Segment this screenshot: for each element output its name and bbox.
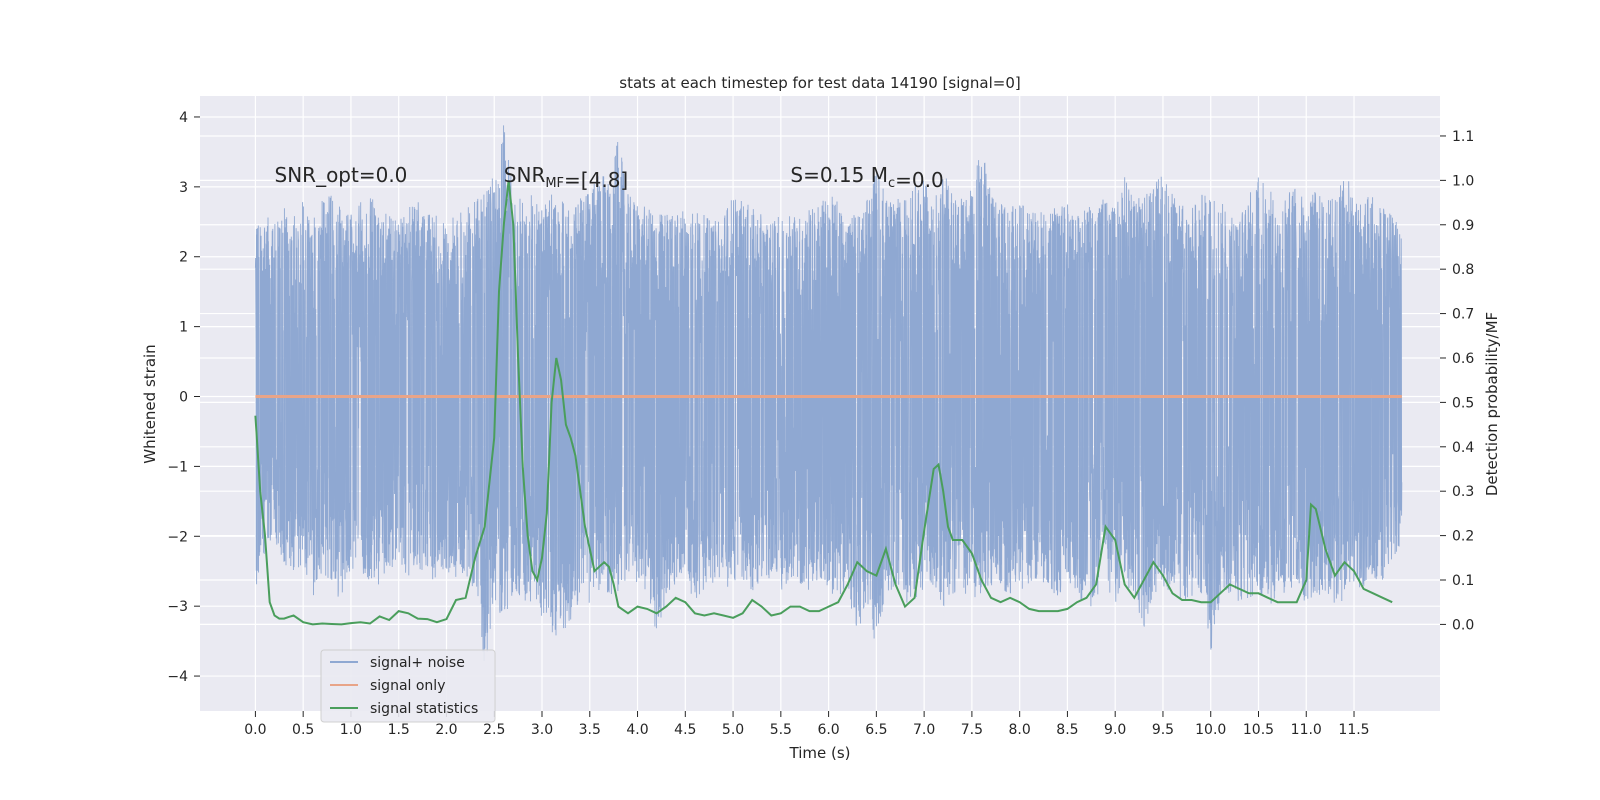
y-tick-label: −1 [167, 459, 188, 475]
left-axis: 4 3 2 1 0 −1 −2 −3 −4 [167, 110, 200, 685]
x-tick-label: 11.0 [1291, 722, 1322, 738]
legend-box [320, 649, 496, 723]
annotation-text: SNR_opt=0.0 [275, 163, 408, 187]
annotation-part: S=0.15 M [790, 163, 888, 187]
x-tick-label: 4.5 [674, 722, 696, 738]
y-tick-label: −2 [167, 529, 188, 545]
series-layer [254, 125, 1403, 662]
x-tick-label: 2.5 [483, 722, 505, 738]
series-signal-statistics-line [254, 180, 1393, 626]
x-tick-label: 6.5 [865, 722, 887, 738]
legend: signal+ noise signal only signal statist… [320, 649, 496, 723]
y2-tick-label: 0.3 [1452, 484, 1474, 500]
y-tick-label: 3 [179, 180, 188, 196]
x-tick-label: 1.0 [340, 722, 362, 738]
y-tick-label: 2 [179, 250, 188, 266]
legend-label-signal-statistics: signal statistics [370, 701, 478, 717]
y2-tick-label: 0.2 [1452, 529, 1474, 545]
y-tick-label: 4 [179, 110, 188, 126]
x-tick-label: 8.5 [1056, 722, 1078, 738]
x-tick-label: 4.0 [626, 722, 648, 738]
annotation-text: SNRMF=[4.8] [504, 163, 628, 192]
x-tick-label: 2.0 [435, 722, 457, 738]
x-tick-label: 7.0 [913, 722, 935, 738]
x-axis-label: Time (s) [789, 744, 851, 762]
y2-axis-label: Detection probability/MF [1483, 312, 1501, 496]
legend-label-signal-only: signal only [370, 678, 445, 694]
y2-tick-label: 1.0 [1452, 173, 1474, 189]
annotation-part: =[4.8] [564, 168, 628, 192]
x-tick-label: 10.0 [1195, 722, 1226, 738]
right-axis: 1.1 1.0 0.9 0.8 0.7 0.6 0.5 0.4 0.3 0.2 0.1 0.0 [1440, 129, 1474, 633]
annotation-part: SNR [275, 163, 317, 187]
y2-tick-label: 0.7 [1452, 307, 1474, 323]
y2-tick-label: 0.1 [1452, 573, 1474, 589]
legend-label-signal-noise: signal+ noise [370, 655, 465, 671]
y-tick-label: 1 [179, 320, 188, 336]
x-tick-label: 10.5 [1243, 722, 1274, 738]
annotation-part: MF [545, 176, 564, 191]
x-tick-label: 0.0 [244, 722, 266, 738]
x-tick-label: 9.5 [1152, 722, 1174, 738]
series-signal-noise-line [254, 125, 1403, 662]
y2-tick-label: 0.9 [1452, 218, 1474, 234]
y2-tick-label: 0.0 [1452, 617, 1474, 633]
x-tick-label: 8.0 [1009, 722, 1031, 738]
annotations: SNR_opt=0.0 SNRMF=[4.8] S=0.15 Mc=0.0 [275, 163, 944, 192]
annotation-part: SNR [504, 163, 546, 187]
chart-title: stats at each timestep for test data 141… [619, 74, 1020, 92]
x-tick-label: 0.5 [292, 722, 314, 738]
y2-tick-label: 0.4 [1452, 440, 1474, 456]
x-tick-label: 7.5 [961, 722, 983, 738]
x-tick-label: 11.5 [1338, 722, 1369, 738]
annotation-part: =0.0 [895, 168, 944, 192]
x-axis: 0.0 0.5 1.0 1.5 2.0 2.5 3.0 3.5 4.0 4.5 5.0 5.5 6.0 6… [244, 711, 1370, 738]
x-tick-label: 5.0 [722, 722, 744, 738]
y-axis-label: Whitened strain [141, 344, 159, 463]
y2-tick-label: 1.1 [1452, 129, 1474, 145]
x-tick-label: 6.0 [817, 722, 839, 738]
y2-tick-label: 0.6 [1452, 351, 1474, 367]
y-tick-label: 0 [179, 390, 188, 406]
annotation-part: =0.0 [359, 163, 408, 187]
x-tick-label: 5.5 [770, 722, 792, 738]
x-tick-label: 1.5 [388, 722, 410, 738]
annotation-part: c [888, 176, 895, 191]
y-tick-label: −3 [167, 599, 188, 615]
y-tick-label: −4 [167, 669, 188, 685]
x-tick-label: 9.0 [1104, 722, 1126, 738]
x-tick-label: 3.5 [579, 722, 601, 738]
annotation-part: _opt [315, 163, 359, 187]
y2-tick-label: 0.5 [1452, 395, 1474, 411]
annotation-text: S=0.15 Mc=0.0 [790, 163, 943, 192]
y2-tick-label: 0.8 [1452, 262, 1474, 278]
x-tick-label: 3.0 [531, 722, 553, 738]
